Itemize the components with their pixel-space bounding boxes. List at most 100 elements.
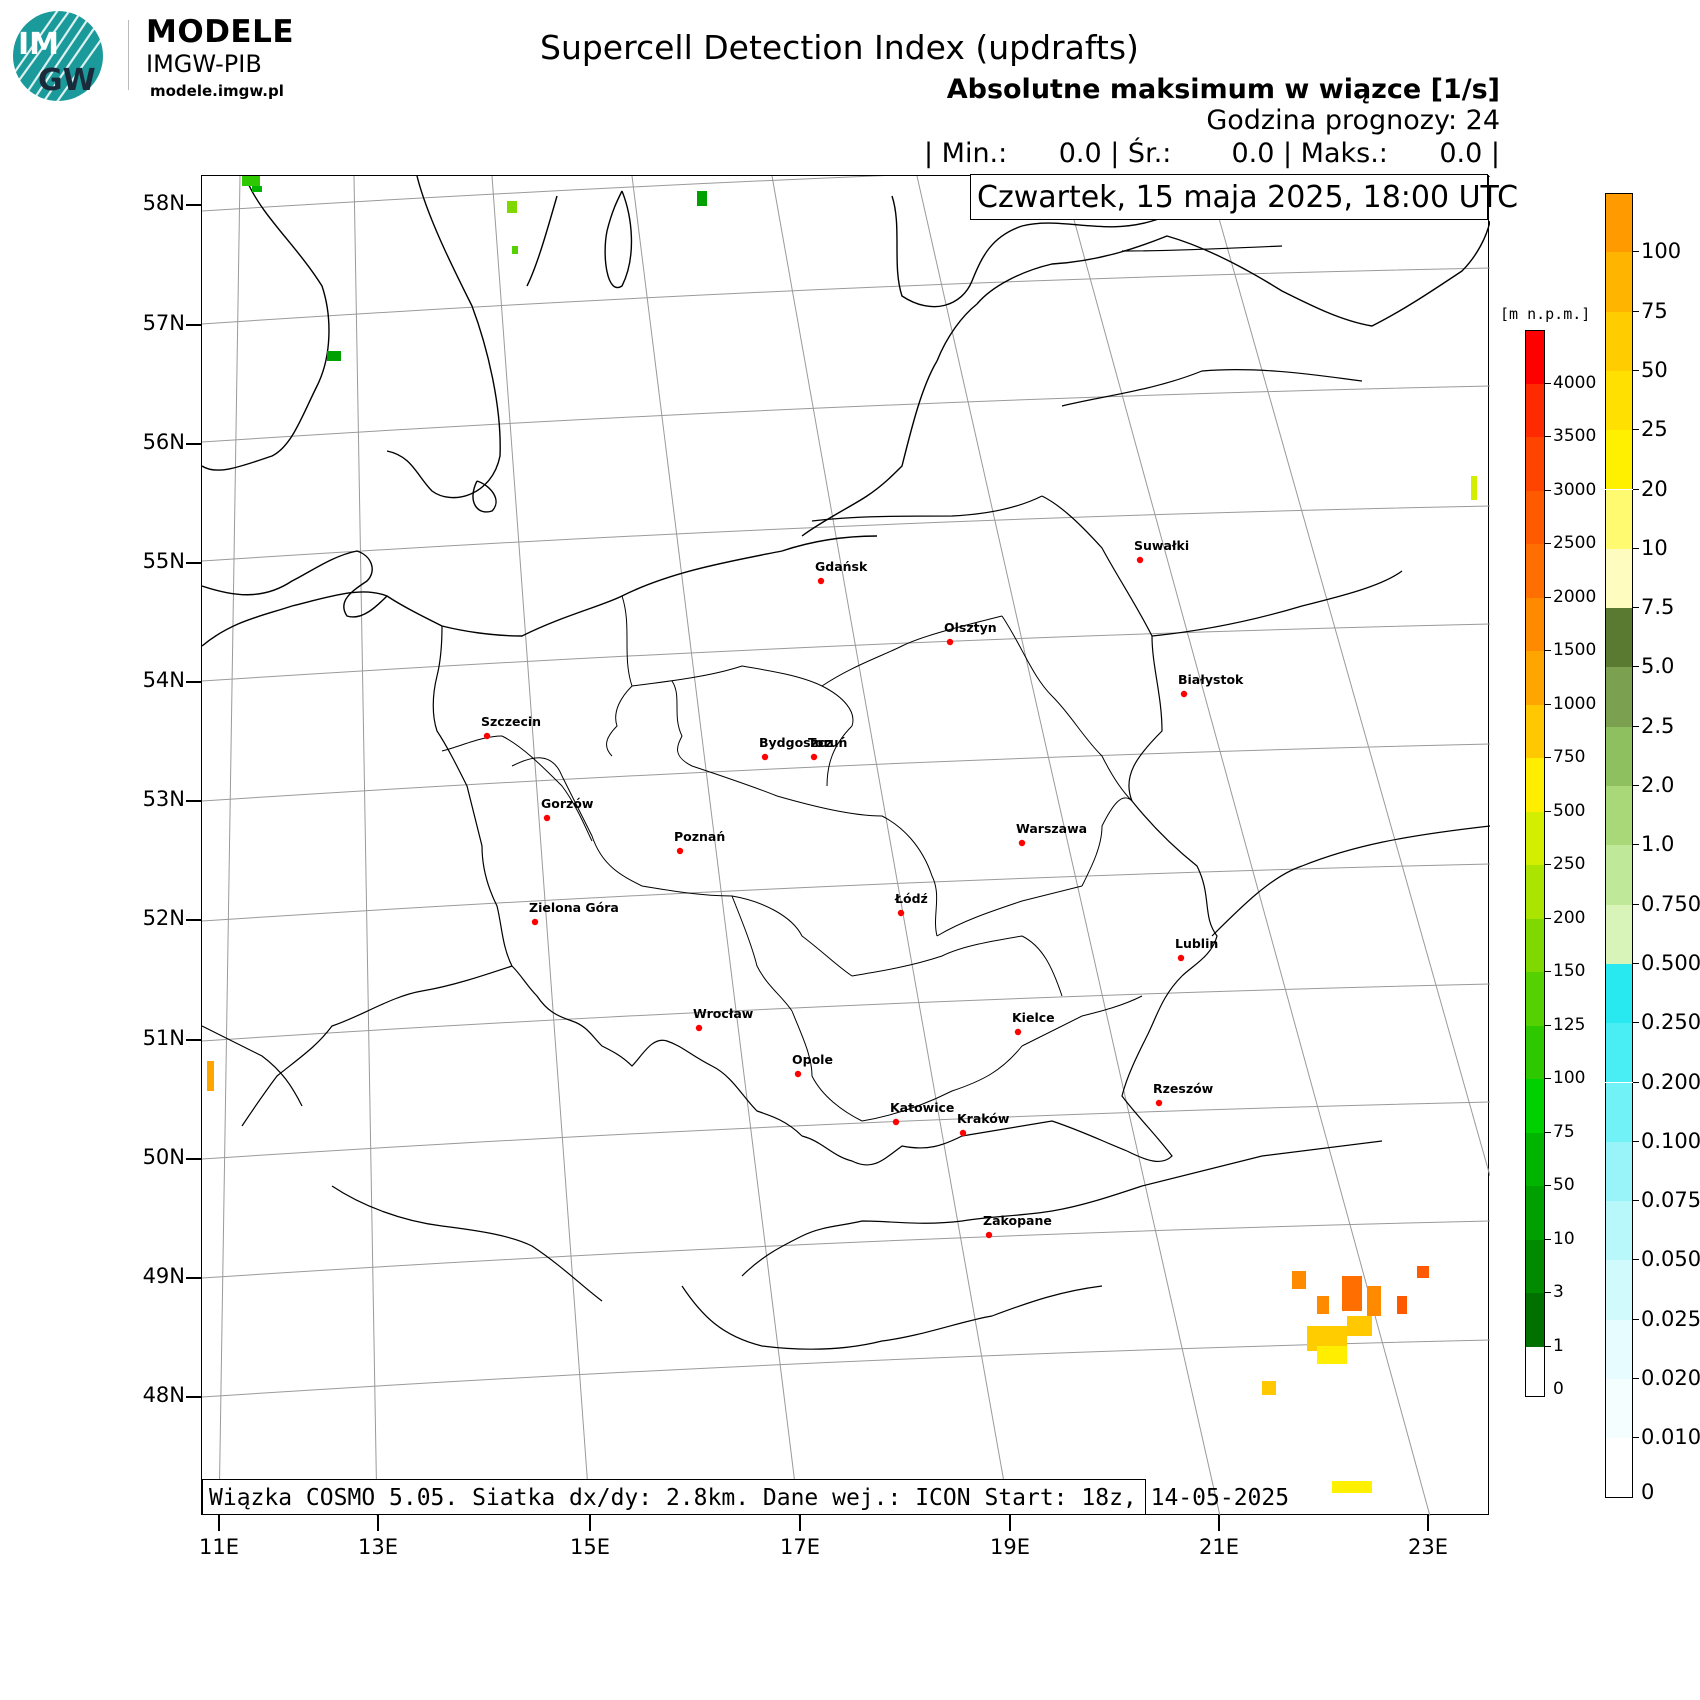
city-marker <box>676 847 684 855</box>
city-label: Bydgoszcz <box>759 735 833 750</box>
coast-germany-baltic <box>202 535 878 647</box>
valid-time-box: Czwartek, 15 maja 2025, 18:00 UTC <box>970 174 1518 220</box>
city-label: Olsztyn <box>944 620 997 635</box>
border-poland-lithuania <box>1041 495 1153 637</box>
lat-tick <box>186 1277 202 1279</box>
city-label: Opole <box>792 1052 833 1067</box>
elevation-swatch <box>1525 865 1545 919</box>
city-label: Rzeszów <box>1153 1081 1214 1096</box>
brand-url[interactable]: modele.imgw.pl <box>150 82 284 100</box>
elevation-swatch <box>1525 490 1545 544</box>
elevation-swatch <box>1525 383 1545 437</box>
elevation-tick-label: 50 <box>1553 1175 1575 1195</box>
elevation-swatch <box>1525 1293 1545 1347</box>
index-tick-label: 5.0 <box>1641 654 1675 679</box>
border-poland-germany <box>432 625 513 967</box>
index-tick-label: 2.5 <box>1641 713 1675 738</box>
patch-green-4 <box>512 246 518 254</box>
index-swatch <box>1605 1082 1633 1142</box>
index-tick-label: 0.250 <box>1641 1010 1700 1035</box>
border-lithuania-belarus <box>1151 570 1403 637</box>
index-swatch <box>1605 370 1633 431</box>
voiv-border-14 <box>1021 995 1143 1047</box>
index-tick-label: 50 <box>1641 357 1668 382</box>
index-swatch <box>1605 489 1633 549</box>
city-marker <box>1177 954 1185 962</box>
patch-orange-1 <box>207 1061 214 1091</box>
lat-tick-label: 54N <box>142 668 185 692</box>
lon-tick-label: 21E <box>1199 1535 1239 1559</box>
index-tick-label: 0.750 <box>1641 891 1700 916</box>
elevation-swatch <box>1525 597 1545 651</box>
index-swatch <box>1605 963 1633 1024</box>
elevation-tick-label: 500 <box>1553 800 1586 821</box>
patch-yellow-2 <box>1347 1316 1372 1336</box>
elevation-legend: 4000 3500 3000 2500 2000 1500 1000 750 500 250 200… <box>1525 330 1605 1405</box>
graticule <box>202 176 1490 1516</box>
coast-sweden-south <box>202 180 330 471</box>
city-marker <box>810 753 818 761</box>
coast-vistula-lagoon <box>801 360 938 537</box>
patch-yellow-3 <box>1262 1381 1276 1395</box>
index-tick-label: 7.5 <box>1641 595 1675 620</box>
elevation-tick-label: 250 <box>1553 854 1586 874</box>
elevation-tick-label: 3500 <box>1553 426 1597 446</box>
border-hungary-south <box>681 1285 1103 1350</box>
elevation-swatch <box>1525 918 1545 972</box>
city-labels: Gdańsk Suwałki Olsztyn Białystok Szczecin Byd… <box>202 176 1490 1516</box>
elevation-tick <box>1545 1238 1551 1240</box>
city-label: Katowice <box>890 1100 955 1115</box>
index-tick-label: 1.0 <box>1641 832 1675 857</box>
border-poland-ukraine <box>1121 975 1183 1163</box>
index-tick <box>1633 310 1639 312</box>
city-label: Zakopane <box>983 1213 1052 1228</box>
voiv-border-4 <box>671 680 778 797</box>
index-swatch <box>1605 667 1633 727</box>
lon-tick <box>589 1515 591 1531</box>
elevation-swatch <box>1525 1025 1545 1079</box>
graticule-lon-11 <box>218 176 241 1516</box>
index-tick <box>1633 1081 1639 1083</box>
lat-tick-label: 48N <box>142 1383 185 1407</box>
graticule-lon-13 <box>353 176 378 1516</box>
city-marker <box>817 577 825 585</box>
index-legend: 100 75 50 25 20 10 7.5 5.0 2.5 2.0 1.0 0.750 0.500 0.… <box>1605 193 1700 1504</box>
coast-oland <box>526 195 558 287</box>
border-czech-south <box>241 965 513 1127</box>
map-canvas <box>202 176 1490 1516</box>
index-swatch <box>1605 904 1633 964</box>
map-frame: Gdańsk Suwałki Olsztyn Białystok Szczecin Byd… <box>201 175 1490 1516</box>
city-label: Suwałki <box>1134 538 1190 553</box>
city-marker <box>794 1070 802 1078</box>
voiv-border-18 <box>1081 797 1133 887</box>
logo-text-bottom: GW <box>38 63 96 98</box>
elevation-tick-label: 100 <box>1553 1068 1586 1088</box>
index-swatch <box>1605 1201 1633 1261</box>
elevation-tick <box>1545 917 1551 919</box>
voiv-border-12 <box>791 1010 863 1122</box>
elevation-tick-label: 2500 <box>1553 533 1597 553</box>
elevation-tick <box>1545 489 1551 491</box>
coast-gotland <box>604 190 633 289</box>
city-marker <box>1014 1028 1022 1036</box>
lat-tick-label: 56N <box>142 430 185 454</box>
index-patches <box>207 176 1477 1493</box>
city-label: Zielona Góra <box>529 900 619 915</box>
elevation-tick <box>1545 543 1551 544</box>
patch-green-3 <box>507 201 517 213</box>
voiv-border-10 <box>641 885 853 977</box>
coast-baltic-states <box>976 220 1490 327</box>
lat-tick-label: 57N <box>142 311 185 335</box>
index-tick-label: 0.050 <box>1641 1247 1700 1272</box>
patch-orange-3 <box>1317 1296 1329 1314</box>
lat-tick-label: 52N <box>142 906 185 930</box>
lat-tick <box>186 919 202 921</box>
index-tick-label: 100 <box>1641 239 1682 264</box>
patch-green-6 <box>697 191 707 206</box>
voivodeship-borders <box>441 595 1143 1122</box>
city-marker <box>483 732 491 740</box>
lat-tick-label: 50N <box>142 1145 185 1169</box>
index-swatch <box>1605 1379 1633 1439</box>
city-label: Poznań <box>674 829 726 844</box>
index-tick <box>1633 1200 1639 1202</box>
